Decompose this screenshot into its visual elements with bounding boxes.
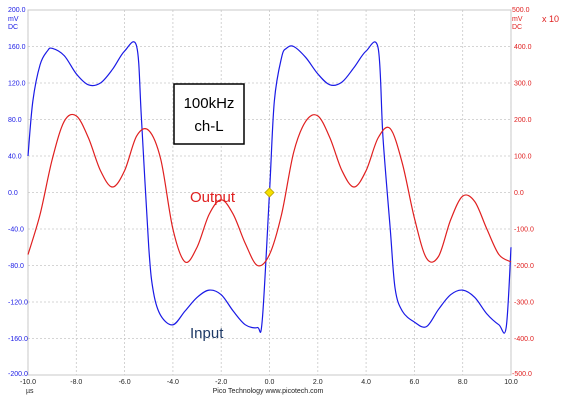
left-tick-label: -40.0 (8, 227, 24, 234)
x-tick-label: -10.0 (20, 379, 36, 386)
right-axis-unit: mV (512, 16, 523, 23)
footer-text: Pico Technology www.picotech.com (213, 388, 324, 395)
right-tick-label: 200.0 (514, 117, 532, 124)
x-unit-label: µs (26, 388, 34, 395)
right-tick-label: -200.0 (514, 263, 534, 270)
left-axis-unit: mV (8, 16, 19, 23)
trigger-marker (264, 187, 275, 198)
right-tick-label: -300.0 (514, 300, 534, 307)
left-tick-label: 0.0 (8, 190, 18, 197)
annotation-frequency: 100kHz (184, 95, 235, 112)
right-tick-label: 300.0 (514, 81, 532, 88)
right-axis-top-label: 500.0 (512, 7, 530, 14)
annotations: 100kHz ch-L Output Input (173, 83, 245, 342)
right-axis-bottom-label: -500.0 (512, 371, 532, 378)
input-series-line (27, 41, 512, 334)
left-tick-label: 40.0 (8, 154, 22, 161)
annotation-channel: ch-L (194, 118, 223, 135)
x-tick-label: -8.0 (70, 379, 82, 386)
left-tick-label: 160.0 (8, 44, 26, 51)
left-tick-label: 120.0 (8, 81, 26, 88)
annotation-box (173, 83, 245, 145)
right-tick-label: -100.0 (514, 227, 534, 234)
input-series-label: Input (190, 325, 224, 342)
x-tick-label: -6.0 (119, 379, 131, 386)
output-series-line (27, 113, 512, 267)
left-axis-bottom-label: -200.0 (8, 371, 28, 378)
left-tick-label: -160.0 (8, 336, 28, 343)
x-tick-label: 0.0 (265, 379, 275, 386)
right-axis-multiplier: x 10 (542, 14, 559, 24)
left-tick-label: -80.0 (8, 263, 24, 270)
marker-group (264, 187, 275, 198)
x-tick-label: 2.0 (313, 379, 323, 386)
left-axis-top-label: 200.0 (8, 7, 26, 14)
left-axis-coupling: DC (8, 24, 18, 31)
output-series-label: Output (190, 189, 236, 206)
left-tick-label: 80.0 (8, 117, 22, 124)
right-axis-coupling: DC (512, 24, 522, 31)
x-tick-label: 10.0 (504, 379, 518, 386)
left-tick-label: -120.0 (8, 300, 28, 307)
right-tick-label: 400.0 (514, 44, 532, 51)
right-tick-label: 0.0 (514, 190, 524, 197)
x-tick-label: -4.0 (167, 379, 179, 386)
x-tick-label: 4.0 (361, 379, 371, 386)
right-tick-label: -400.0 (514, 336, 534, 343)
axes: 200.0 mV DC 500.0 mV DC x 10 -200.0 -500… (8, 7, 559, 395)
series-group (27, 41, 512, 334)
x-tick-label: -2.0 (215, 379, 227, 386)
x-tick-label: 6.0 (410, 379, 420, 386)
right-tick-label: 100.0 (514, 154, 532, 161)
x-tick-label: 8.0 (458, 379, 468, 386)
grid (27, 9, 512, 376)
